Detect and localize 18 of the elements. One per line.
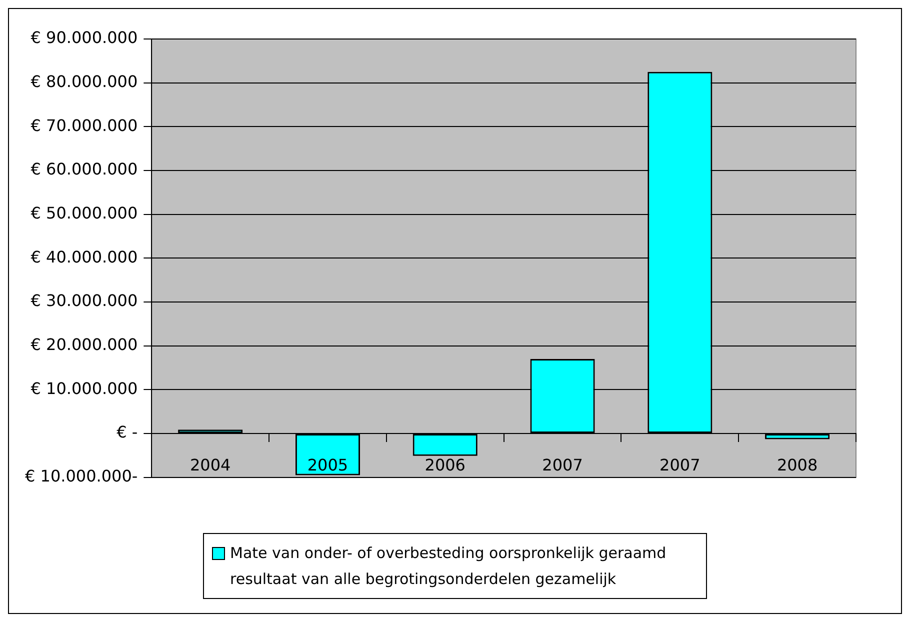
x-tick-label: 2007	[660, 456, 700, 475]
y-tick-label: € 40.000.000	[30, 247, 138, 266]
x-tick-label: 2005	[307, 456, 348, 475]
x-tick-label: 2007	[542, 456, 583, 475]
y-tick-label: € 50.000.000	[30, 204, 138, 223]
x-tick-label: 2004	[190, 456, 231, 475]
x-tick-label: 2008	[776, 456, 818, 475]
x-tick-label: 2006	[424, 456, 466, 475]
y-tick-label: € 70.000.000	[30, 116, 138, 135]
y-tick-label: € 10.000.000-	[24, 466, 138, 486]
y-tick-label: € 10.000.000	[30, 378, 138, 398]
y-tick-label: € 20.000.000	[30, 335, 138, 354]
y-tick-label: € 80.000.000	[30, 72, 138, 91]
legend-label: Mate van onder- of overbesteding oorspronkelijk geraamd resultaat van alle begrotingsonderdelen gezamelijk	[230, 543, 668, 590]
y-tick-label: € 30.000.000	[30, 291, 138, 310]
y-tick-label: € 90.000.000	[30, 28, 138, 48]
y-tick-label: € -	[116, 422, 138, 442]
y-tick-label: € 60.000.000	[30, 160, 138, 179]
